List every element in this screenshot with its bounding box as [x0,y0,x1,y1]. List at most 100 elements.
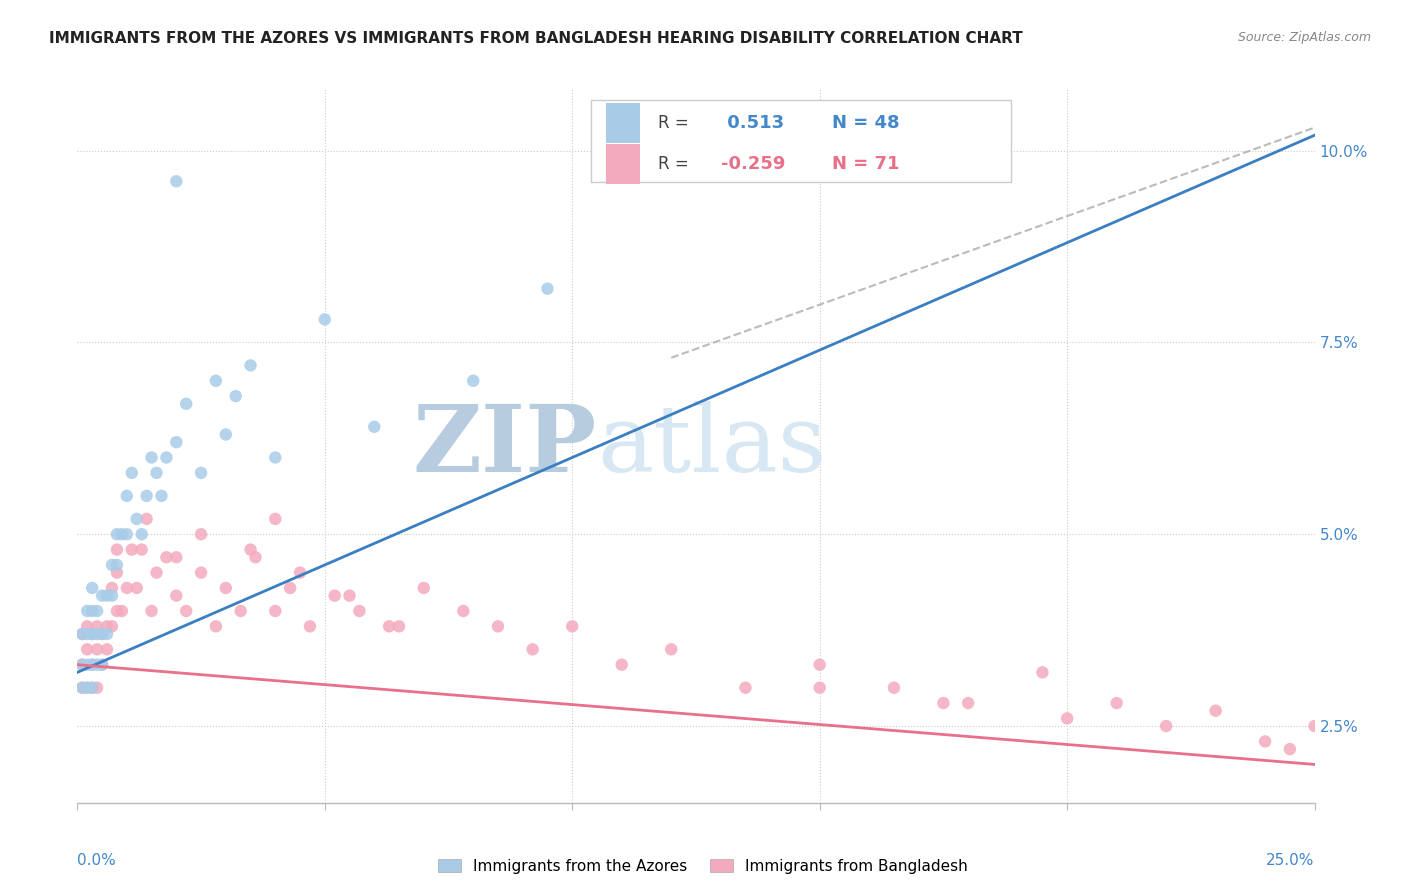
Text: 0.513: 0.513 [721,114,783,132]
Point [111,527,134,541]
Point [1056,711,1078,725]
Point [239,359,262,373]
Point [72,681,94,695]
Point [1254,734,1277,748]
Point [165,589,187,603]
Point [91,657,114,672]
Point [96,619,118,633]
Point [86,681,108,695]
Point [105,527,128,541]
Point [264,512,287,526]
Point [115,527,138,541]
Point [215,581,238,595]
Point [932,696,955,710]
Point [76,619,98,633]
Point [76,604,98,618]
Point [86,604,108,618]
Point [145,466,167,480]
Bar [606,145,640,184]
Point [101,558,124,572]
Point [174,397,197,411]
Point [174,604,197,618]
Point [155,450,177,465]
Point [150,489,173,503]
Point [82,657,104,672]
Text: 0.0%: 0.0% [77,853,117,868]
Point [141,450,163,465]
Point [72,627,94,641]
Point [1031,665,1053,680]
Point [82,681,104,695]
Point [808,657,831,672]
Point [125,512,148,526]
Point [141,604,163,618]
Text: R =: R = [658,155,689,173]
Point [412,581,434,595]
FancyBboxPatch shape [591,100,1011,182]
Point [190,527,212,541]
Text: Source: ZipAtlas.com: Source: ZipAtlas.com [1237,31,1371,45]
Point [96,627,118,641]
Text: -0.259: -0.259 [721,155,785,173]
Point [82,627,104,641]
Point [610,657,633,672]
Point [215,427,238,442]
Point [1205,704,1227,718]
Point [105,542,128,557]
Point [82,627,104,641]
Legend: Immigrants from the Azores, Immigrants from Bangladesh: Immigrants from the Azores, Immigrants f… [432,853,974,880]
Point [131,527,153,541]
Point [121,466,143,480]
Point [76,642,98,657]
Point [101,589,124,603]
Point [264,604,287,618]
Point [165,174,187,188]
Point [72,657,94,672]
Point [486,619,509,633]
Text: N = 48: N = 48 [832,114,900,132]
Text: N = 71: N = 71 [832,155,900,173]
Point [229,604,252,618]
Point [190,566,212,580]
Point [72,627,94,641]
Point [463,374,485,388]
Point [883,681,905,695]
Point [145,566,167,580]
Point [190,466,212,480]
Point [1303,719,1326,733]
Text: R =: R = [658,114,689,132]
Point [91,627,114,641]
Point [86,627,108,641]
Point [453,604,475,618]
Point [82,604,104,618]
Point [135,512,157,526]
Point [111,604,134,618]
Point [298,619,321,633]
Point [264,450,287,465]
Point [101,619,124,633]
Point [76,657,98,672]
Point [239,542,262,557]
Point [101,581,124,595]
Point [96,589,118,603]
Point [86,642,108,657]
Point [288,566,311,580]
Point [205,374,228,388]
Point [76,681,98,695]
Point [734,681,756,695]
Point [378,619,401,633]
Point [86,657,108,672]
Point [659,642,682,657]
Point [82,681,104,695]
Point [388,619,411,633]
Point [91,627,114,641]
Point [522,642,544,657]
Point [1105,696,1128,710]
Point [72,657,94,672]
Point [76,681,98,695]
Text: 25.0%: 25.0% [1267,853,1315,868]
Point [115,489,138,503]
Point [165,435,187,450]
Point [561,619,583,633]
Point [105,604,128,618]
